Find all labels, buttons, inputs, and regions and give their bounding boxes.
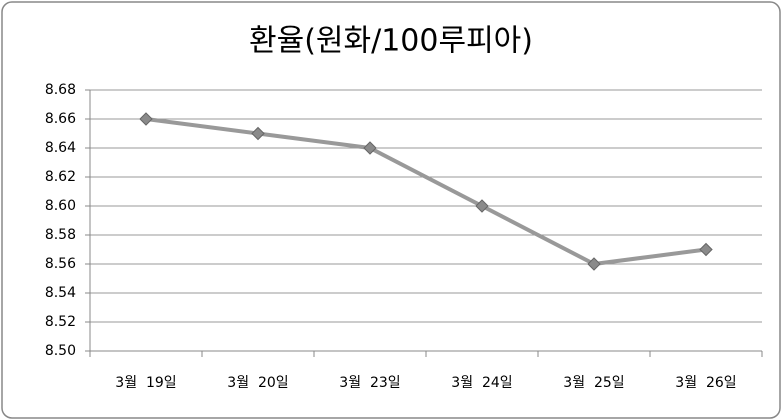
marker — [139, 112, 153, 126]
x-tick-label: 3월 23일 — [339, 375, 400, 391]
marker — [251, 126, 265, 141]
y-tick-label: 8.64 — [45, 140, 76, 156]
marker — [363, 141, 377, 155]
y-tick-label: 8.58 — [45, 227, 76, 243]
y-tick-label: 8.54 — [45, 285, 76, 301]
marker — [587, 257, 601, 271]
marker — [699, 242, 713, 257]
y-tick-label: 8.56 — [45, 256, 76, 272]
x-tick-label: 3월 24일 — [451, 375, 512, 391]
x-tick-label: 3월 20일 — [227, 375, 288, 391]
y-tick-label: 8.50 — [45, 343, 76, 359]
y-tick-label: 8.68 — [45, 82, 76, 98]
x-tick-label: 3월 19일 — [115, 375, 176, 391]
chart-title: 환율(원화/100루피아) — [249, 24, 533, 59]
x-tick-label: 3월 26일 — [675, 375, 736, 391]
x-tick-label: 3월 25일 — [563, 375, 624, 391]
y-tick-label: 8.62 — [45, 169, 76, 185]
line — [145, 117, 707, 266]
y-tick-label: 8.60 — [45, 198, 76, 214]
marker — [475, 199, 489, 213]
y-tick-label: 8.52 — [45, 314, 76, 330]
y-tick-label: 8.66 — [45, 111, 76, 127]
